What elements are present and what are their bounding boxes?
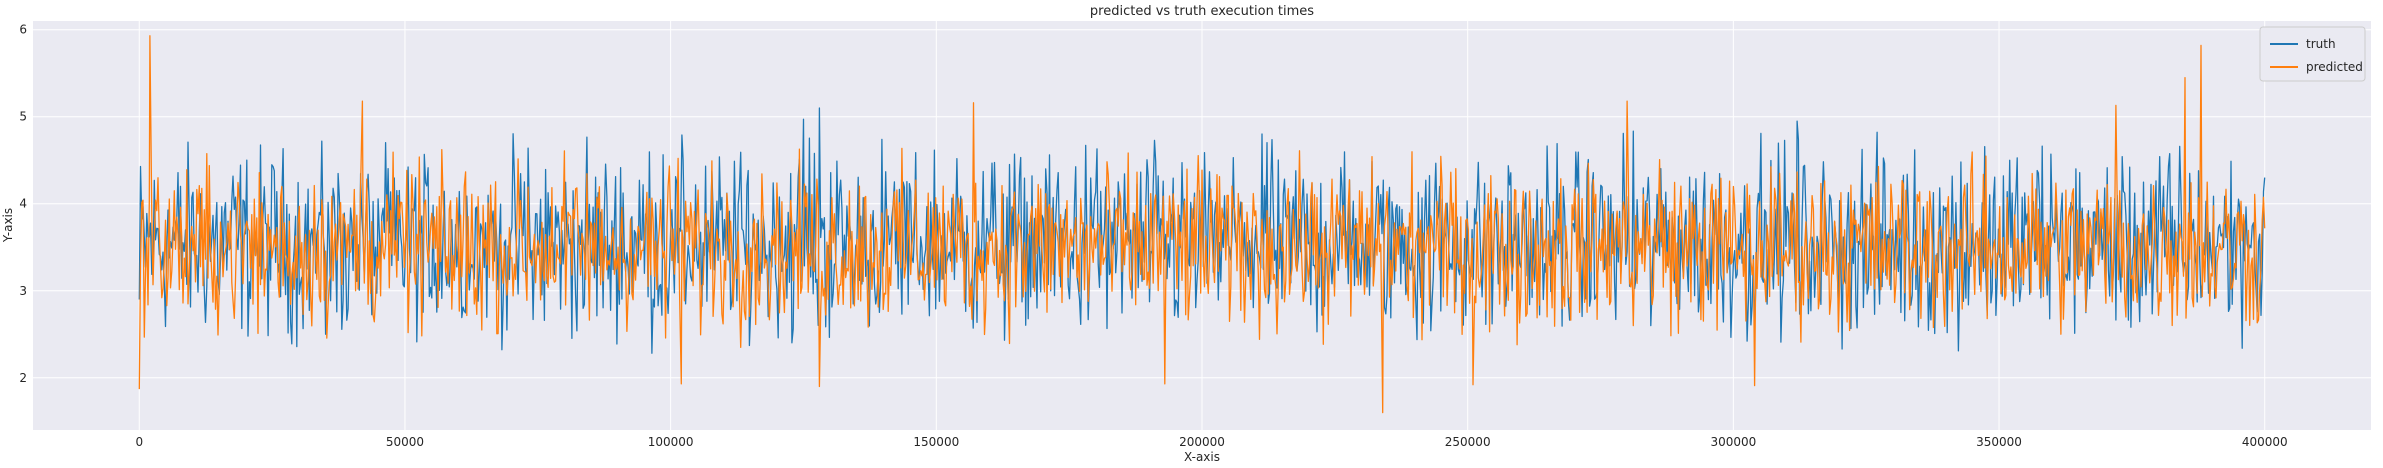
x-tick-label: 300000 [1710,435,1756,449]
x-axis-label: X-axis [1184,450,1220,464]
legend-label-truth: truth [2306,37,2336,51]
x-tick-label: 200000 [1179,435,1225,449]
series-line-predicted [138,35,2266,414]
y-tick-label: 5 [19,110,27,124]
x-tick-label: 350000 [1976,435,2022,449]
y-tick-label: 6 [19,23,27,37]
y-tick-label: 4 [19,197,27,211]
x-tick-label: 0 [135,435,143,449]
x-tick-label: 50000 [386,435,424,449]
legend-label-predicted: predicted [2306,60,2363,74]
y-tick-label: 2 [19,371,27,385]
tick-labels: 0 50000 100000 150000 200000 250000 300000 3500… [19,23,2287,449]
x-tick-label: 250000 [1445,435,1491,449]
y-axis-label: Y-axis [1,208,15,243]
y-tick-label: 3 [19,284,27,298]
x-tick-label: 400000 [2242,435,2288,449]
x-tick-label: 150000 [913,435,959,449]
series-layer [138,35,2266,414]
legend: truth predicted [2259,26,2366,82]
x-tick-label: 100000 [648,435,694,449]
chart-title: predicted vs truth execution times [1090,4,1314,19]
